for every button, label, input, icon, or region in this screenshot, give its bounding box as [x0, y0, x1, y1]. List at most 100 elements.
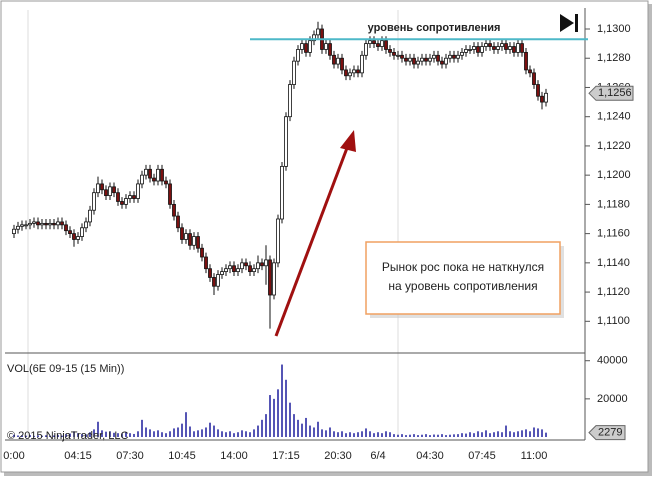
x-tick-label: 04:30 [416, 450, 444, 462]
candle-body [428, 57, 432, 62]
resistance-label: уровень сопротивления [368, 22, 501, 34]
y-tick-label: 1,1300 [597, 23, 631, 35]
candle-body [316, 28, 320, 36]
candle-body [220, 271, 224, 275]
candle-body [296, 49, 300, 62]
x-tick-label: 04:15 [64, 450, 92, 462]
candle-body [372, 40, 376, 45]
candle-body [264, 259, 268, 267]
last-volume-label: 2279 [598, 427, 622, 439]
volume-title: VOL(6E 09-15 (15 Min)) [7, 363, 124, 375]
y-tick-label: 1,1200 [597, 169, 631, 181]
candle-body [228, 265, 232, 270]
x-tick-label: 6/4 [370, 450, 385, 462]
candle-body [476, 46, 480, 53]
candle-body [396, 54, 400, 57]
candle-body [488, 43, 492, 47]
candle-body [464, 49, 468, 53]
candle-body [248, 265, 252, 273]
candle-body [84, 221, 88, 229]
candle-body [512, 46, 516, 53]
candle-body [364, 43, 368, 56]
candle-body [52, 222, 56, 226]
end-icon[interactable] [560, 14, 578, 32]
candle-body [148, 168, 152, 179]
watermark: © 2015 NinjaTrader, LLC [7, 430, 128, 442]
candle-body [456, 54, 460, 59]
candle-body [448, 54, 452, 59]
annotation: Рынок рос пока не наткнулся на уровень с… [365, 241, 564, 318]
candle-body [216, 274, 220, 287]
candle-body [272, 262, 276, 296]
candle-body [164, 180, 168, 185]
candle-body [116, 192, 120, 202]
candle-body [48, 222, 52, 226]
candle-body [420, 57, 424, 62]
candle-body [260, 262, 264, 267]
candle-body [484, 43, 488, 47]
candle-body [68, 230, 72, 235]
candle-body [60, 221, 64, 226]
end-icon-bar[interactable] [575, 14, 578, 32]
candle-body [500, 43, 504, 47]
annotation-text: Рынок рос пока не наткнулся [382, 260, 544, 274]
candle-body [20, 224, 24, 227]
candle-body [304, 43, 308, 53]
candle-body [468, 49, 472, 51]
candle-body [532, 72, 536, 85]
candle-body [172, 203, 176, 217]
candle-body [336, 57, 340, 65]
candle-body [96, 183, 100, 194]
annotation-box [365, 241, 561, 315]
candle-body [328, 43, 332, 56]
candle-body [388, 49, 392, 53]
candle-body [368, 40, 372, 45]
candle-body [496, 46, 500, 50]
candle-body [16, 225, 20, 230]
candle-body [452, 54, 456, 59]
candle-body [128, 195, 132, 199]
candle-body [324, 43, 328, 50]
candle-body [12, 228, 16, 235]
candle-body [240, 262, 244, 270]
candle-body [292, 60, 296, 85]
candle-body [160, 168, 164, 182]
last-price-label: 1,1256 [598, 87, 632, 99]
candle-body [24, 224, 28, 227]
candle-body [516, 43, 520, 53]
candle-body [508, 46, 512, 50]
candle-body [72, 233, 76, 240]
candle-body [300, 43, 304, 50]
candle-body [212, 277, 216, 287]
arrow-shaft [274, 147, 349, 337]
candle-body [504, 43, 508, 50]
candle-body [32, 221, 36, 224]
x-tick-label: 07:45 [468, 450, 496, 462]
candle-body [76, 236, 80, 240]
x-tick-label: 20:30 [324, 450, 352, 462]
y-tick-label: 1,1280 [597, 52, 631, 64]
y-tick-label: 40000 [597, 355, 628, 367]
y-tick-label: 1,1220 [597, 140, 631, 152]
candle-body [432, 54, 436, 59]
candle-body [124, 198, 128, 205]
candle-body [104, 189, 108, 197]
candle-body [88, 209, 92, 223]
y-tick-label: 1,1180 [597, 198, 630, 210]
candle-body [400, 54, 404, 59]
candle-body [204, 256, 208, 270]
candle-body [112, 186, 116, 194]
end-icon-triangle[interactable] [560, 14, 574, 32]
candle-body [188, 233, 192, 246]
candle-body [44, 222, 48, 226]
arrow-head [340, 130, 356, 152]
candle-body [528, 69, 532, 74]
candle-body [408, 57, 412, 62]
annotation-text: на уровень сопротивления [388, 279, 537, 293]
candle-body [108, 186, 112, 197]
candle-body [56, 221, 60, 226]
candle-body [132, 195, 136, 199]
candle-body [256, 262, 260, 270]
candle-body [540, 95, 544, 103]
